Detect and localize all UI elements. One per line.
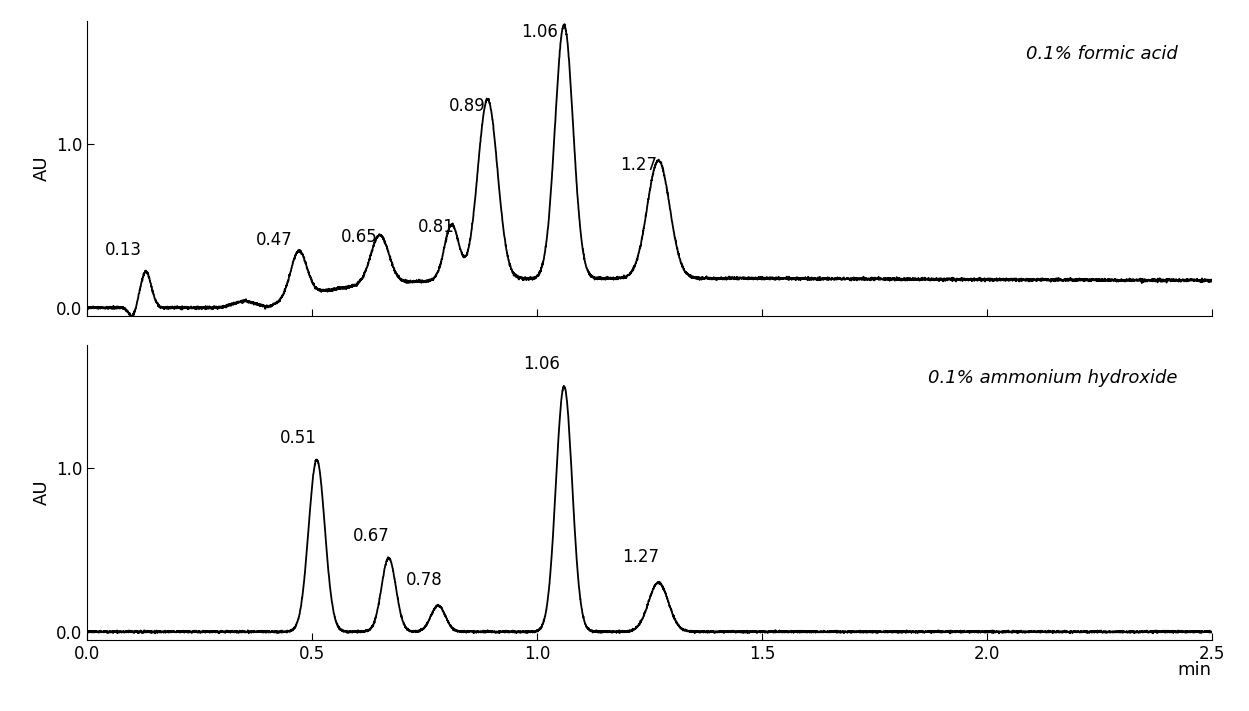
Text: 0.89: 0.89 xyxy=(448,97,486,114)
Text: 0.51: 0.51 xyxy=(280,429,316,447)
Text: 0.78: 0.78 xyxy=(406,571,442,589)
Text: 0.65: 0.65 xyxy=(341,228,378,245)
Text: 0.13: 0.13 xyxy=(105,240,142,259)
Text: 1.06: 1.06 xyxy=(521,23,558,41)
Text: min: min xyxy=(1178,661,1212,678)
Text: 1.27: 1.27 xyxy=(620,156,657,173)
Y-axis label: AU: AU xyxy=(32,480,51,506)
Text: 0.1% formic acid: 0.1% formic acid xyxy=(1027,45,1178,63)
Text: 1.27: 1.27 xyxy=(622,548,659,566)
Text: 0.47: 0.47 xyxy=(256,231,292,249)
Y-axis label: AU: AU xyxy=(32,156,51,181)
Text: 1.06: 1.06 xyxy=(523,356,560,373)
Text: 0.67: 0.67 xyxy=(353,527,390,545)
Text: 0.81: 0.81 xyxy=(417,218,455,236)
Text: 0.1% ammonium hydroxide: 0.1% ammonium hydroxide xyxy=(928,369,1178,387)
